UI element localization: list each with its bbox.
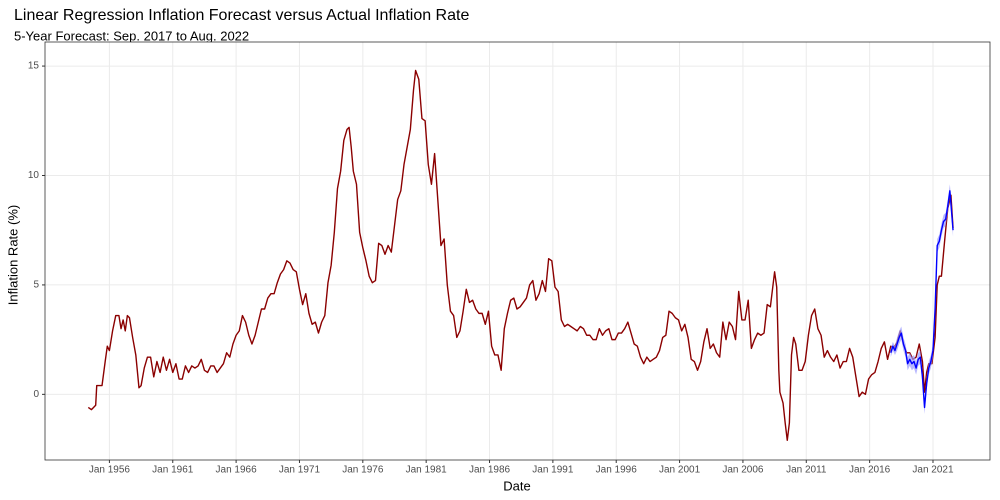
chart-title: Linear Regression Inflation Forecast ver… bbox=[14, 7, 469, 24]
y-tick-label: 10 bbox=[28, 170, 40, 181]
series-line bbox=[890, 190, 954, 409]
x-tick-label: Jan 2006 bbox=[722, 465, 764, 476]
x-tick-label: Jan 1971 bbox=[279, 465, 321, 476]
series-line bbox=[87, 69, 954, 442]
x-tick-label: Jan 1981 bbox=[406, 465, 448, 476]
panel bbox=[45, 42, 990, 460]
x-tick-label: Jan 1976 bbox=[342, 465, 384, 476]
x-tick-label: Jan 1956 bbox=[89, 465, 131, 476]
x-tick-label: Jan 2016 bbox=[849, 465, 891, 476]
y-tick-label: 15 bbox=[28, 61, 40, 72]
x-tick-label: Jan 1966 bbox=[216, 465, 258, 476]
x-tick-label: Jan 1961 bbox=[152, 465, 194, 476]
x-axis-title: Date bbox=[503, 478, 530, 493]
y-tick-label: 5 bbox=[33, 280, 39, 291]
panel-border bbox=[44, 41, 991, 461]
x-tick-label: Jan 2011 bbox=[786, 465, 827, 476]
chart-subtitle: 5-Year Forecast: Sep. 2017 to Aug. 2022 bbox=[14, 28, 249, 43]
x-tick-label: Jan 1991 bbox=[532, 465, 574, 476]
y-axis-title: Inflation Rate (%) bbox=[5, 205, 20, 305]
x-tick-label: Jan 1986 bbox=[469, 465, 511, 476]
y-tick-label: 0 bbox=[33, 389, 39, 400]
x-tick-label: Jan 1996 bbox=[596, 465, 638, 476]
x-tick-label: Jan 2001 bbox=[659, 465, 701, 476]
x-tick-label: Jan 2021 bbox=[912, 465, 954, 476]
